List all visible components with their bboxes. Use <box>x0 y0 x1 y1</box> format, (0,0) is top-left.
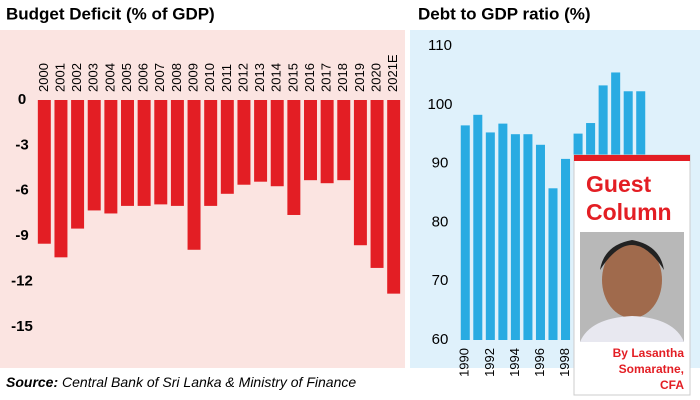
x-tick-label: 2000 <box>36 63 51 92</box>
y-tick-label: 90 <box>432 155 449 172</box>
x-tick-label: 1996 <box>532 348 547 377</box>
photo-face <box>602 242 662 318</box>
source: Source: Central Bank of Sri Lanka & Mini… <box>6 374 356 390</box>
chart-title: Debt to GDP ratio (%) <box>418 4 591 23</box>
x-tick-label: 2010 <box>202 63 217 92</box>
y-tick-label: 60 <box>432 331 449 348</box>
x-tick-label: 2016 <box>302 63 317 92</box>
bar <box>510 134 520 340</box>
bar <box>370 100 384 268</box>
bar <box>535 144 545 340</box>
x-tick-label: 2006 <box>136 63 151 92</box>
bar <box>473 114 483 341</box>
x-tick-label: 2007 <box>152 63 167 92</box>
x-tick-label: 2019 <box>352 63 367 92</box>
bar <box>254 100 268 182</box>
y-tick-label: 0 <box>18 91 26 108</box>
byline: CFA <box>660 378 684 392</box>
bar <box>485 132 495 340</box>
guest-title: Guest <box>586 171 652 197</box>
source-text: Central Bank of Sri Lanka & Ministry of … <box>62 374 356 390</box>
guest-bar <box>574 155 690 161</box>
y-tick-label: 70 <box>432 272 449 289</box>
bar <box>220 100 234 194</box>
y-tick-label: -3 <box>15 136 28 153</box>
bar <box>548 188 558 340</box>
x-tick-label: 1992 <box>482 348 497 377</box>
photo-shirt <box>580 316 684 342</box>
bar <box>304 100 317 181</box>
y-tick-label: -6 <box>15 182 28 199</box>
x-tick-label: 2021E <box>385 54 400 92</box>
x-tick-label: 1990 <box>457 348 472 377</box>
bar <box>270 100 284 187</box>
bar <box>187 100 201 250</box>
x-tick-label: 1998 <box>557 348 572 377</box>
y-tick-label: -12 <box>11 273 33 290</box>
y-tick-label: -15 <box>11 318 33 335</box>
bar <box>460 125 470 340</box>
x-tick-label: 2013 <box>252 63 267 92</box>
byline: Somaratne, <box>619 362 684 376</box>
x-tick-label: 2003 <box>86 63 101 92</box>
bar <box>287 100 301 215</box>
x-tick-label: 2002 <box>69 63 84 92</box>
x-tick-label: 2014 <box>269 63 284 92</box>
x-tick-label: 2005 <box>119 63 134 92</box>
x-tick-label: 2017 <box>319 63 334 92</box>
bar <box>387 100 401 294</box>
y-tick-label: -9 <box>15 227 28 244</box>
x-tick-label: 2011 <box>219 64 234 92</box>
bar <box>121 100 134 206</box>
bar <box>71 100 85 229</box>
y-tick-label: 80 <box>432 213 449 230</box>
x-tick-label: 2009 <box>185 63 200 92</box>
bar <box>320 100 334 184</box>
x-tick-label: 2008 <box>169 63 184 92</box>
guest-title: Column <box>586 199 672 225</box>
bar <box>498 123 508 340</box>
bar <box>237 100 251 185</box>
x-tick-label: 1994 <box>507 348 522 377</box>
x-tick-label: 2012 <box>235 63 250 92</box>
x-tick-label: 2015 <box>285 63 300 92</box>
x-tick-label: 2018 <box>335 63 350 92</box>
bar <box>337 100 351 181</box>
y-tick-label: 110 <box>428 37 452 54</box>
y-tick-label: 100 <box>427 96 452 113</box>
bar <box>170 100 184 206</box>
chart-title: Budget Deficit (% of GDP) <box>6 4 215 23</box>
bar <box>87 100 101 211</box>
x-tick-label: 2004 <box>102 63 117 92</box>
source-label: Source: <box>6 374 58 390</box>
bar <box>37 100 51 244</box>
byline: By Lasantha <box>613 346 685 360</box>
bar <box>137 100 151 206</box>
bar <box>523 134 533 340</box>
bar <box>353 100 367 246</box>
bar <box>154 100 168 205</box>
bar <box>561 158 571 340</box>
x-tick-label: 2020 <box>368 63 383 92</box>
bar <box>204 100 218 206</box>
guest-column: Guest Column By Lasantha Somaratne, CFA <box>573 154 691 396</box>
left-panel <box>0 30 405 368</box>
photo-hair <box>600 240 664 270</box>
bar <box>104 100 118 214</box>
bar <box>54 100 68 258</box>
x-tick-label: 2001 <box>52 63 67 92</box>
